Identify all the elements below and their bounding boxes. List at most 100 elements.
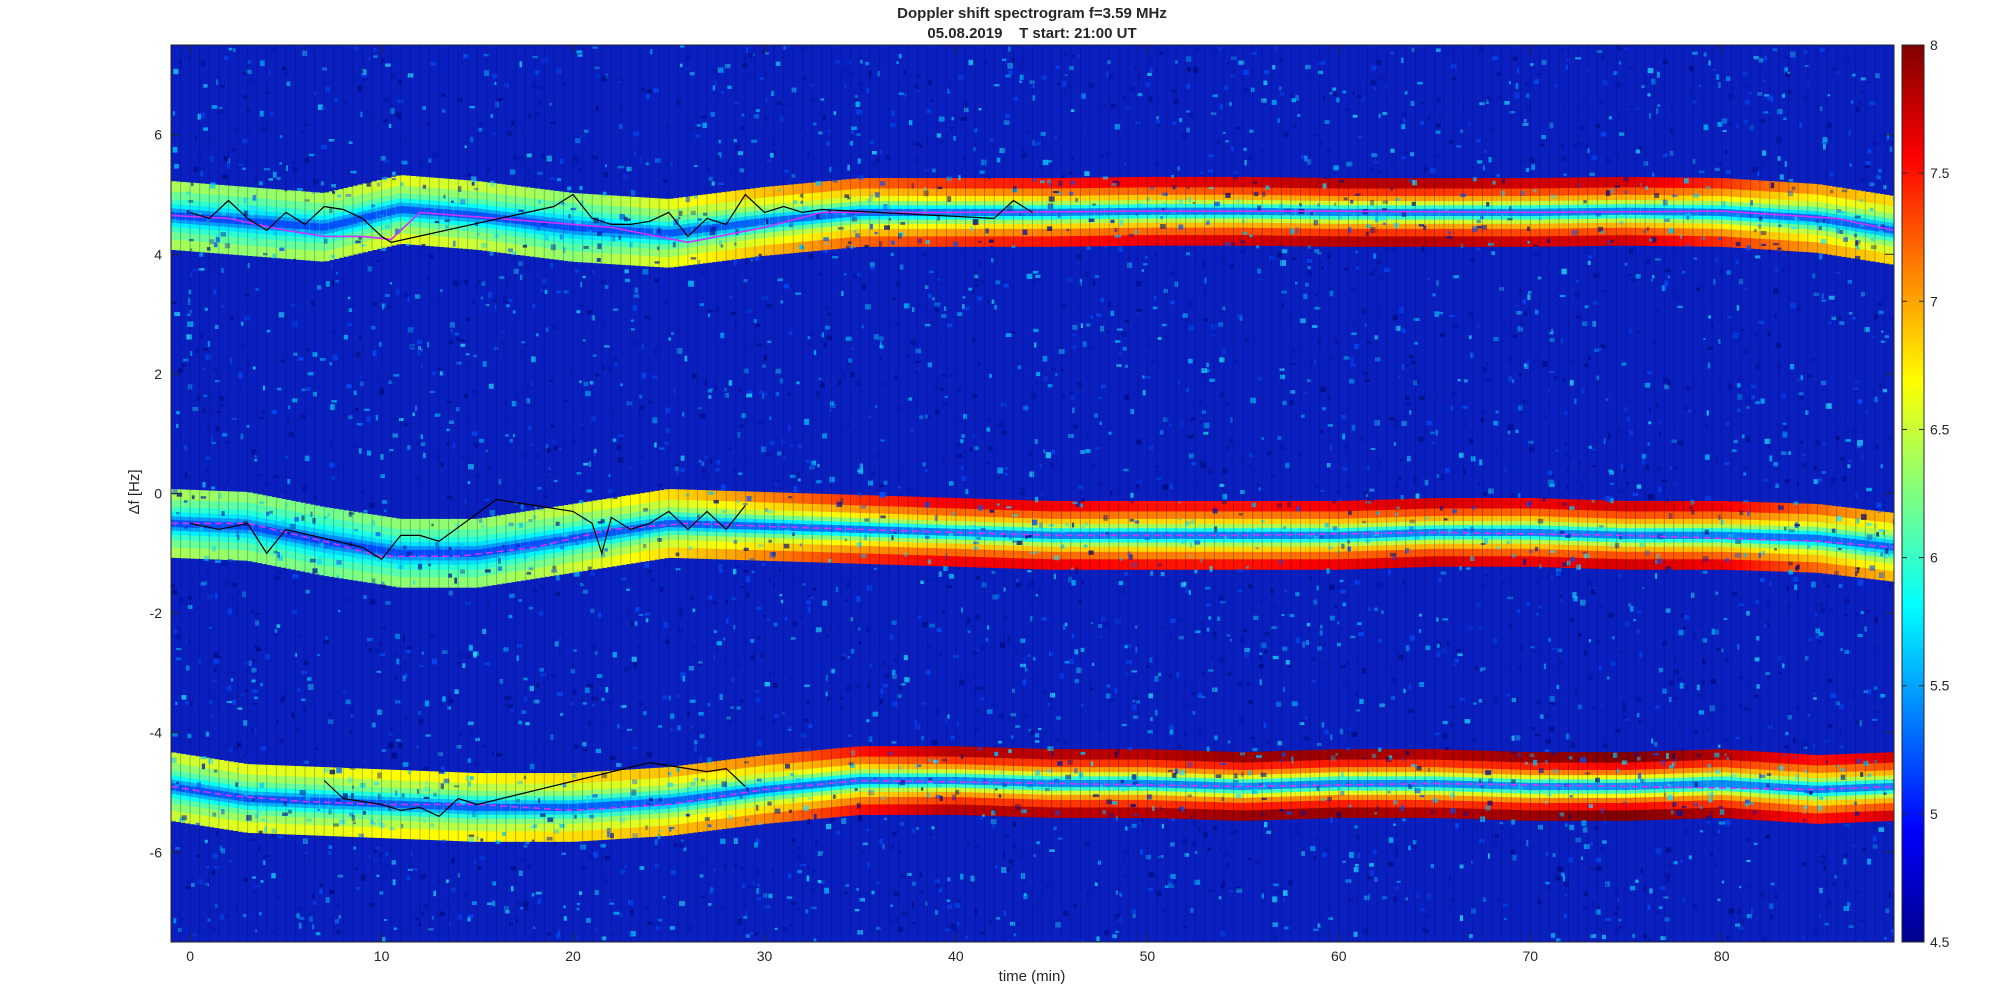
- band-slice: [644, 228, 651, 236]
- band-slice: [587, 224, 593, 233]
- band-slice: [214, 215, 220, 223]
- band-slice: [654, 798, 660, 806]
- band-slice: [683, 227, 689, 235]
- band-slice: [1783, 533, 1790, 541]
- band-slice: [549, 221, 555, 229]
- band-slice: [352, 799, 359, 807]
- band-slice: [864, 526, 871, 534]
- band-slice: [328, 798, 335, 806]
- band-slice: [1401, 529, 1407, 537]
- band-slice: [1372, 208, 1378, 217]
- band-slice: [357, 215, 364, 223]
- band-slice: [247, 218, 253, 226]
- band-slice: [424, 549, 431, 557]
- band-slice: [596, 530, 603, 538]
- band-slice: [209, 215, 215, 223]
- band-slice: [616, 801, 622, 809]
- band-slice: [1860, 221, 1866, 230]
- band-slice: [754, 522, 761, 530]
- band-slice: [1764, 211, 1771, 219]
- band-slice: [994, 530, 1000, 538]
- band-slice: [663, 520, 670, 528]
- band-slice: [1831, 217, 1838, 225]
- band-slice: [616, 226, 622, 234]
- band-slice: [458, 210, 464, 218]
- band-slice: [807, 213, 813, 221]
- band-slice: [1669, 531, 1675, 539]
- band-slice: [271, 527, 277, 536]
- band-slice: [482, 548, 488, 556]
- band-slice: [386, 800, 392, 808]
- band-slice: [764, 522, 770, 531]
- band-slice: [941, 528, 947, 536]
- band-slice: [850, 525, 857, 533]
- band-slice: [601, 225, 608, 233]
- band-slice: [1683, 531, 1689, 539]
- band-slice: [175, 784, 182, 792]
- band-slice: [654, 229, 660, 237]
- band-slice: [692, 794, 699, 802]
- band-slice: [678, 520, 684, 528]
- band-slice: [1334, 208, 1340, 216]
- band-slice: [506, 544, 512, 553]
- band-slice: [659, 229, 665, 237]
- band-slice: [1755, 532, 1761, 541]
- band-slice: [1846, 538, 1852, 546]
- band-slice: [453, 803, 459, 811]
- band-slice: [252, 218, 258, 226]
- band-slice: [1779, 212, 1785, 220]
- band-slice: [400, 549, 407, 557]
- band-slice: [477, 803, 483, 812]
- band-slice: [1511, 528, 1517, 536]
- band-slice: [730, 521, 737, 530]
- band-slice: [319, 537, 325, 545]
- band-slice: [290, 531, 297, 539]
- band-slice: [1391, 208, 1397, 217]
- band-slice: [740, 220, 746, 228]
- band-slice: [429, 549, 435, 557]
- band-slice: [1803, 214, 1809, 222]
- band-slice: [305, 222, 311, 230]
- band-slice: [281, 220, 287, 228]
- band-slice: [1171, 531, 1177, 539]
- band-slice: [391, 548, 397, 556]
- band-slice: [1779, 533, 1785, 541]
- band-slice: [391, 207, 397, 215]
- band-slice: [1051, 531, 1058, 539]
- band-slice: [1180, 531, 1187, 539]
- band-slice: [726, 222, 732, 230]
- band-slice: [1788, 213, 1795, 221]
- band-slice: [343, 798, 349, 806]
- band-slice: [601, 529, 608, 538]
- band-slice: [276, 796, 282, 804]
- band-slice: [678, 228, 684, 236]
- band-slice: [1061, 531, 1067, 539]
- band-slice: [668, 797, 675, 805]
- band-slice: [1750, 532, 1756, 540]
- band-slice: [1645, 531, 1651, 539]
- band-slice: [209, 521, 215, 529]
- band-slice: [343, 541, 349, 549]
- band-slice: [577, 803, 584, 811]
- band-slice: [419, 801, 426, 809]
- band-slice: [640, 228, 646, 236]
- band-slice: [1759, 211, 1766, 219]
- band-slice: [1329, 208, 1335, 216]
- band-slice: [228, 522, 234, 530]
- band-slice: [1137, 531, 1144, 539]
- band-slice: [247, 794, 253, 803]
- band-slice: [314, 223, 320, 231]
- band-slice: [1530, 528, 1536, 537]
- band-slice: [668, 229, 675, 237]
- band-slice: [410, 206, 416, 214]
- band-slice: [525, 541, 531, 550]
- band-slice: [223, 521, 230, 530]
- band-slice: [549, 803, 555, 812]
- band-slice: [381, 547, 387, 555]
- band-slice: [199, 214, 206, 222]
- band-slice: [687, 520, 694, 528]
- band-slice: [233, 793, 239, 801]
- band-slice: [434, 802, 440, 810]
- band-slice: [501, 545, 507, 553]
